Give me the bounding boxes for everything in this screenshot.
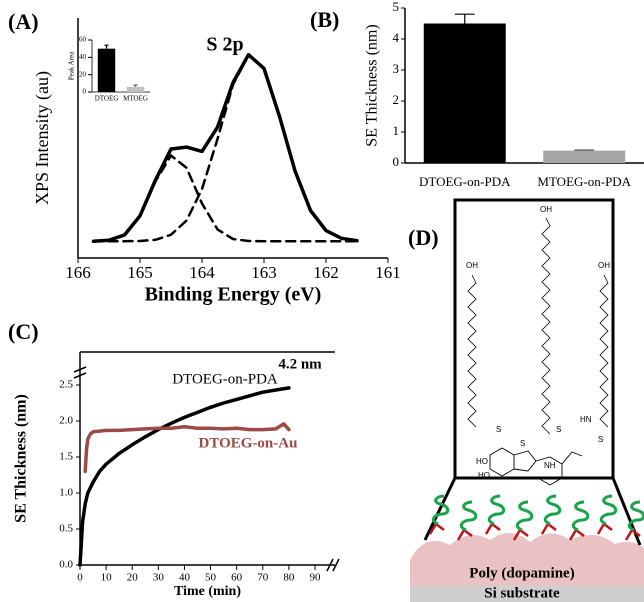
y-tick-label: 60 [79, 36, 87, 44]
error-bar [133, 84, 138, 87]
bar [543, 150, 626, 163]
series-label: DTOEG-on-Au [199, 435, 298, 451]
x-axis-label: Time (min) [174, 584, 241, 599]
y-tick-label: 40 [79, 53, 87, 61]
x-tick-label: 0 [77, 572, 83, 584]
x-tick-label: 163 [251, 263, 277, 282]
y-tick-label: 2 [393, 92, 400, 107]
chain [599, 274, 609, 428]
series-label: DTOEG-on-PDA [172, 371, 278, 387]
y-tick-label: 1.0 [59, 487, 73, 499]
data-line [91, 52, 359, 243]
y-tick-label: 1 [393, 123, 400, 138]
bar [126, 86, 145, 92]
y-tick-label: 0.5 [59, 523, 73, 535]
x-tick-label: DTOEG-on-PDA [419, 174, 511, 189]
y-axis-label: XPS Intensity (au) [32, 71, 53, 205]
error-bar [104, 44, 109, 49]
x-tick-label: MTOEG-on-PDA [537, 174, 631, 189]
x-tick-label: 10 [101, 572, 113, 584]
chem-label: S [496, 425, 501, 434]
x-tick-label: 90 [310, 572, 322, 584]
x-tick-label: 164 [189, 263, 215, 282]
chem-label: S [520, 439, 525, 448]
peg-coil [487, 494, 506, 526]
layer-label: Si substrate [484, 585, 560, 601]
y-tick-label: 0 [83, 88, 87, 96]
zoom-line [423, 477, 457, 541]
chem-label: S [598, 435, 603, 444]
chem-label: NH [544, 461, 556, 470]
chem-label: HO [478, 471, 490, 480]
chem-label: HN [580, 415, 592, 424]
linker [540, 522, 557, 535]
y-axis-label: SE Thickness (nm) [364, 24, 381, 146]
linker [596, 522, 613, 535]
annotation: S 2p [206, 34, 243, 56]
peg-coil [459, 500, 478, 532]
x-tick-label: 70 [257, 572, 269, 584]
data-line [78, 386, 291, 567]
peg-coil [431, 494, 450, 526]
chem-label: S [556, 425, 561, 434]
x-tick-label: 30 [153, 572, 165, 584]
bar [423, 23, 506, 163]
y-axis-label: SE Thickness (nm) [13, 394, 30, 523]
y-tick-label: 3 [393, 61, 400, 76]
chem-label: OH [598, 261, 610, 270]
y-tick-label: 0.0 [59, 559, 73, 571]
error-bar [574, 149, 595, 151]
y-tick-label: 4 [393, 30, 400, 45]
chain [467, 274, 477, 428]
x-tick-label: 162 [313, 263, 339, 282]
y-tick-label: 2.5 [59, 379, 73, 391]
zoom-box [453, 198, 615, 480]
x-tick-label: 40 [179, 572, 191, 584]
x-tick-label: MTOEG [123, 95, 148, 103]
si-layer [410, 586, 644, 602]
peg-coil [543, 494, 562, 526]
y-tick-label: 0 [393, 154, 400, 169]
x-tick-label: 20 [127, 572, 139, 584]
panel-label: (A) [8, 9, 39, 34]
data-line [83, 422, 291, 474]
y-tick-label: 5 [393, 0, 400, 14]
peg-coil [515, 500, 534, 532]
chem-label: HO [476, 457, 488, 466]
y-tick-label: 2.0 [59, 415, 73, 427]
peg-coil [571, 500, 590, 532]
x-tick-label: 166 [65, 263, 91, 282]
x-tick-label: 80 [283, 572, 295, 584]
x-tick-label: 161 [375, 263, 401, 282]
x-tick-label: 60 [231, 572, 243, 584]
axis-break [73, 366, 340, 572]
polydopamine-layer [410, 532, 644, 602]
bar [97, 48, 116, 92]
y-axis-label: Peak Area [68, 51, 76, 80]
chem-label: OH [540, 205, 552, 214]
data-line [92, 53, 359, 243]
panel-label: (B) [310, 7, 339, 32]
x-tick-label: DTOEG [95, 95, 119, 103]
chem-label: OH [466, 261, 478, 270]
y-tick-label: 20 [79, 70, 87, 78]
x-axis-label: Binding Energy (eV) [145, 284, 322, 306]
panel-label: (C) [8, 319, 39, 344]
layer-label: Poly (dopamine) [469, 565, 574, 581]
error-bar [454, 13, 475, 24]
data-line [92, 154, 359, 243]
indole-ring [489, 447, 583, 486]
x-tick-label: 165 [127, 263, 153, 282]
linker [484, 522, 501, 535]
chain [541, 217, 551, 435]
annotation: 4.2 nm [278, 356, 322, 372]
panel-label: (D) [408, 225, 439, 250]
peg-coil [599, 494, 618, 526]
diagram: (D) OH OH OH S S S S HO HO HN NH Poly (d… [408, 198, 644, 602]
x-tick-label: 50 [205, 572, 217, 584]
y-tick-label: 1.5 [59, 451, 73, 463]
